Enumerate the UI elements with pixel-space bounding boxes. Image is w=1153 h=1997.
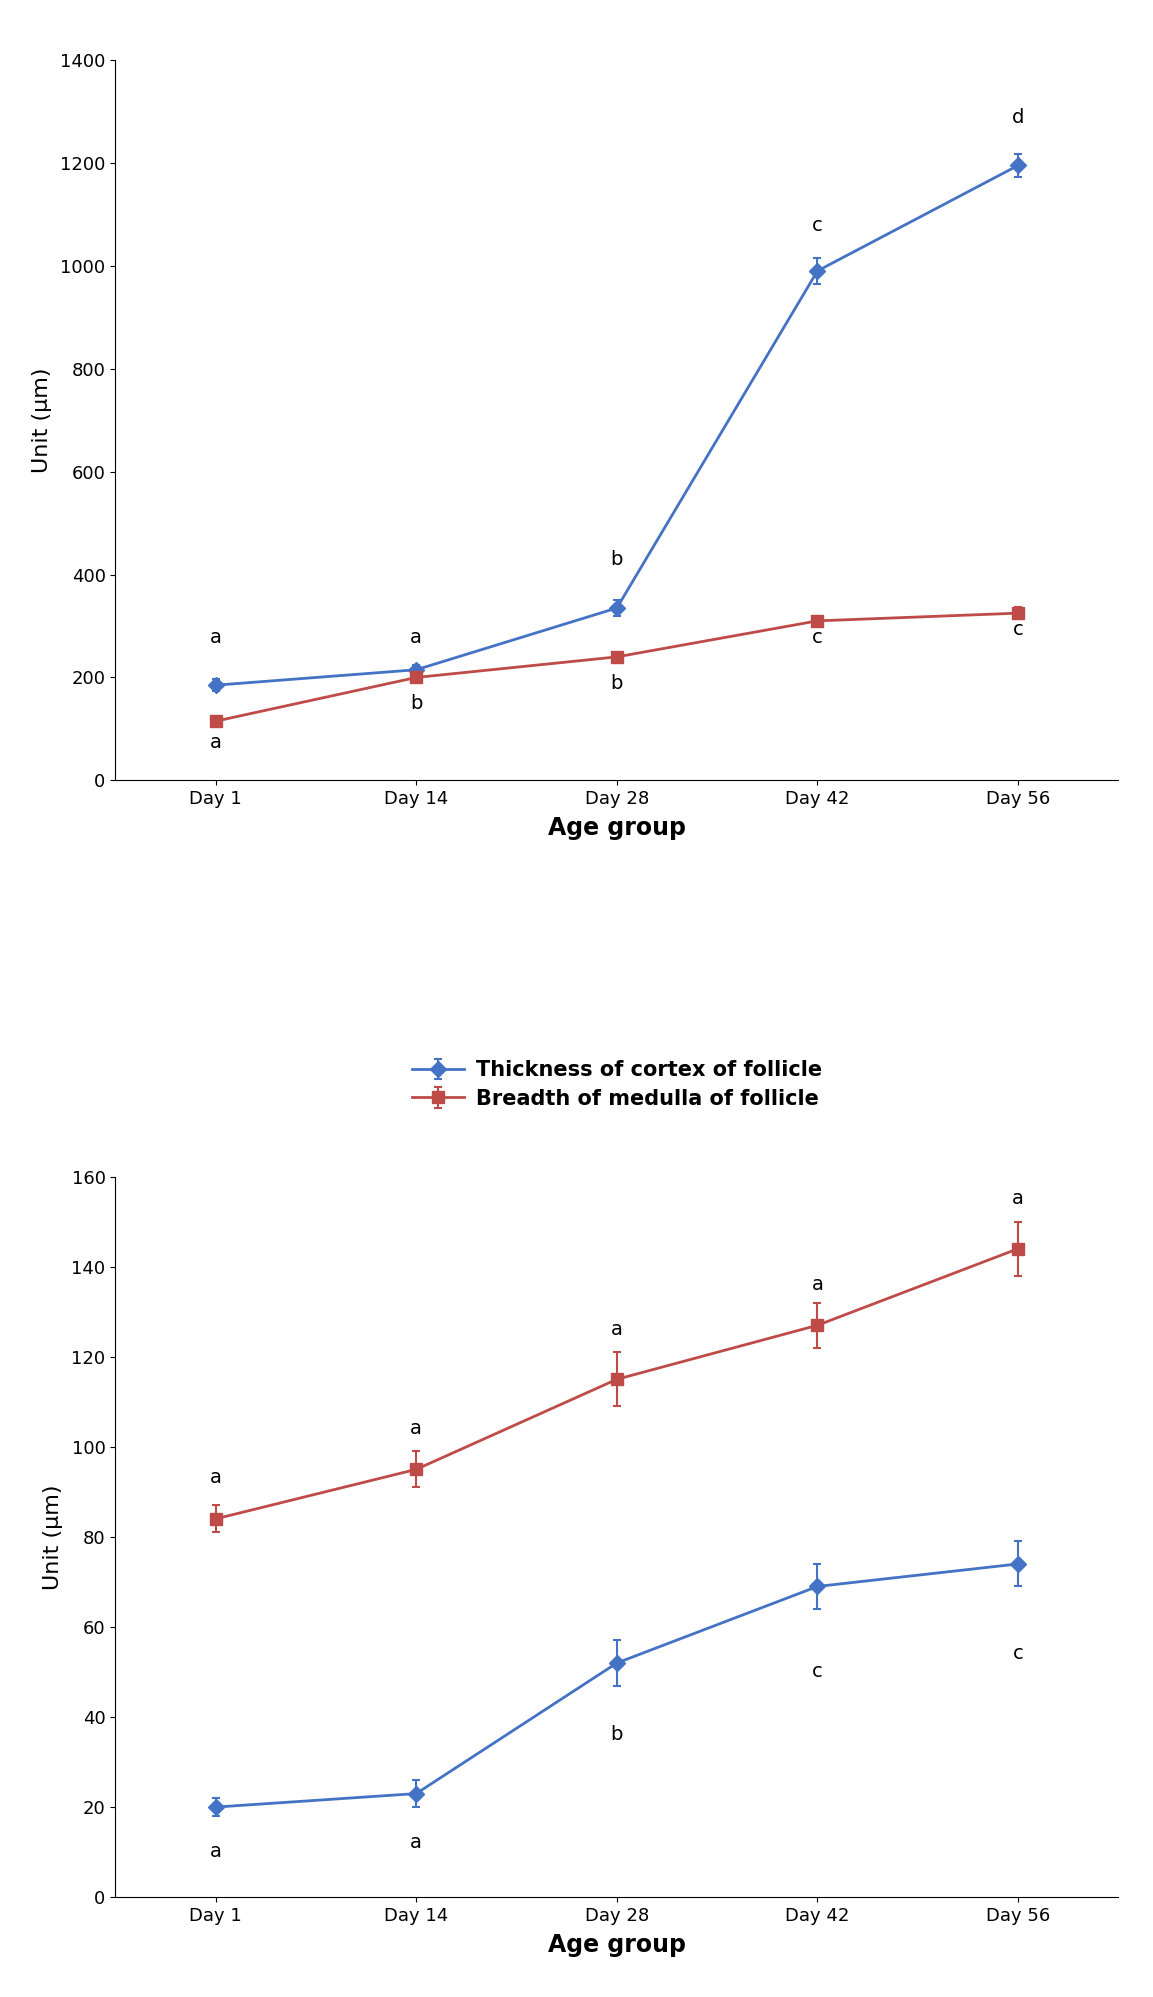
Text: c: c xyxy=(1012,1644,1024,1664)
Text: c: c xyxy=(812,216,823,236)
Y-axis label: Unit (μm): Unit (μm) xyxy=(32,367,52,473)
Text: a: a xyxy=(210,733,221,753)
Text: c: c xyxy=(812,627,823,647)
Y-axis label: Unit (μm): Unit (μm) xyxy=(43,1484,63,1590)
Text: c: c xyxy=(812,1662,823,1681)
Text: a: a xyxy=(210,627,221,647)
Text: b: b xyxy=(611,1725,623,1743)
Text: a: a xyxy=(410,627,422,647)
Text: a: a xyxy=(210,1468,221,1488)
Text: b: b xyxy=(611,673,623,693)
Legend: Thickness of cortex of follicle, Breadth of medulla of follicle: Thickness of cortex of follicle, Breadth… xyxy=(412,1060,822,1108)
X-axis label: Age group: Age group xyxy=(548,817,686,841)
Text: a: a xyxy=(812,1274,823,1294)
Text: d: d xyxy=(1012,108,1024,128)
Text: b: b xyxy=(611,551,623,569)
Text: a: a xyxy=(410,1833,422,1851)
Text: a: a xyxy=(210,1841,221,1861)
Text: a: a xyxy=(1012,1188,1024,1208)
Text: a: a xyxy=(611,1320,623,1338)
Text: a: a xyxy=(410,1418,422,1438)
Text: c: c xyxy=(1012,619,1024,639)
X-axis label: Age group: Age group xyxy=(548,1933,686,1957)
Text: b: b xyxy=(410,695,422,713)
